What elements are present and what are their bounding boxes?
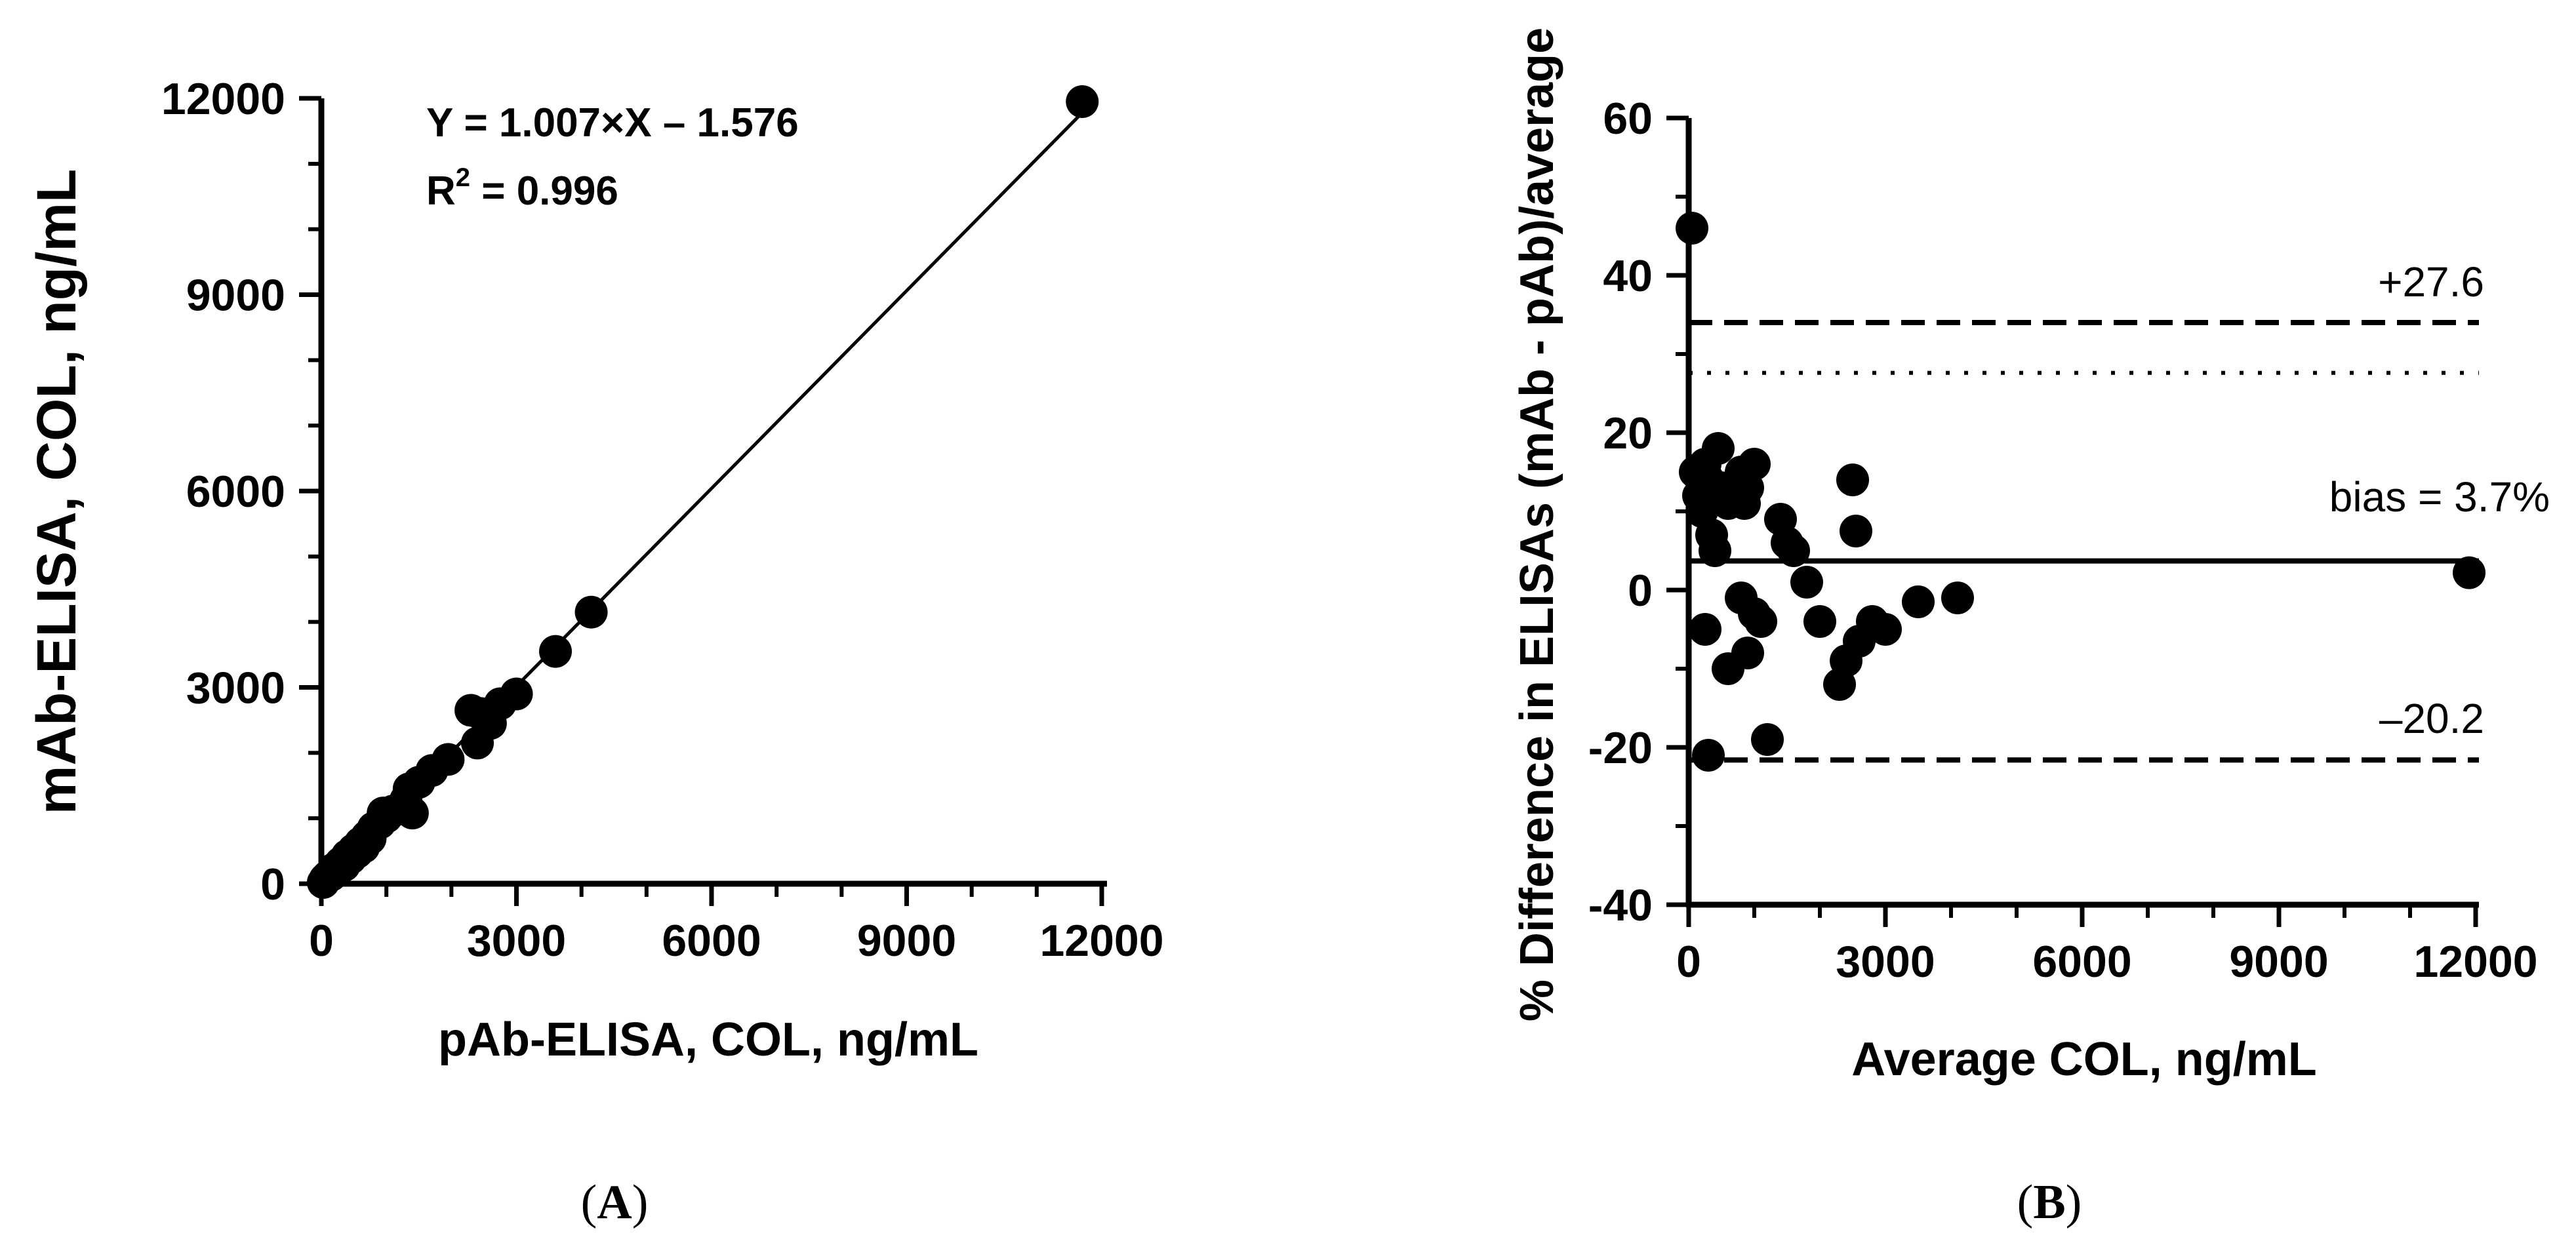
panel-b-data-point bbox=[1790, 566, 1823, 599]
panel-a-ticks bbox=[299, 96, 1104, 906]
panel-a-tick-labels: 0 3000 6000 9000 12000 0 3000 6000 9000 12000 bbox=[161, 74, 1164, 966]
panel-a-r-squared: R2 = 0.996 bbox=[426, 163, 618, 214]
panel-b-reference-lines bbox=[1689, 320, 2479, 763]
panel-b-y-tick-label: 60 bbox=[1603, 94, 1653, 144]
panel-a-x-tick-label: 9000 bbox=[857, 916, 956, 966]
panel-a-x-tick-label: 3000 bbox=[467, 916, 566, 966]
panel-b-x-tick-label: 0 bbox=[1676, 937, 1701, 987]
panel-b-lower-limit-label: –20.2 bbox=[2379, 695, 2484, 742]
panel-a-y-axis-label: mAb-ELISA, COL, ng/mL bbox=[26, 169, 87, 815]
panel-a-y-tick-label: 12000 bbox=[161, 74, 285, 124]
panel-b-data-point bbox=[1699, 534, 1731, 567]
panel-b-upper-limit-label: +27.6 bbox=[2378, 258, 2484, 306]
panel-b-bias-label: bias = 3.7% bbox=[2329, 473, 2550, 521]
panel-a-y-tick-label: 6000 bbox=[186, 467, 285, 517]
panel-b-y-tick-label: 0 bbox=[1628, 566, 1653, 616]
panel-b-x-tick-label: 3000 bbox=[1836, 937, 1935, 987]
panel-b-x-axis-label: Average COL, ng/mL bbox=[1851, 1033, 2316, 1086]
panel-a-x-axis-label: pAb-ELISA, COL, ng/mL bbox=[438, 1014, 978, 1066]
panel-a-data-point bbox=[500, 677, 533, 711]
panel-a-label: (A) bbox=[581, 1175, 649, 1229]
panel-a-data-point bbox=[395, 797, 429, 830]
panel-b-data-point bbox=[1941, 582, 1974, 614]
panel-b-data-point bbox=[2453, 556, 2485, 589]
panel-b-y-tick-label: 20 bbox=[1603, 408, 1653, 458]
panel-b-data-point bbox=[1731, 637, 1764, 669]
panel-b-data-point bbox=[1738, 448, 1771, 481]
panel-b-data-point bbox=[1702, 432, 1735, 465]
panel-b-label: (B) bbox=[2017, 1175, 2082, 1229]
panel-b-data-point bbox=[1836, 464, 1869, 496]
panel-b-data-point bbox=[1840, 515, 1872, 547]
panel-b-data-point bbox=[1777, 534, 1810, 567]
panel-a-x-tick-label: 6000 bbox=[662, 916, 761, 966]
panel-a-y-tick-label: 0 bbox=[260, 859, 285, 909]
panel-b-data-point bbox=[1902, 585, 1935, 618]
panel-a-equation: Y = 1.007×X – 1.576 bbox=[426, 100, 799, 146]
panel-b-data-point bbox=[1676, 212, 1708, 245]
panel-b-data-point bbox=[1803, 605, 1836, 638]
panel-a-data-point bbox=[539, 635, 572, 668]
panel-b-y-tick-label: -20 bbox=[1588, 723, 1653, 773]
panel-b-data-point bbox=[1744, 605, 1777, 638]
panel-a-y-tick-label: 9000 bbox=[186, 271, 285, 321]
panel-b-tick-labels: 0 3000 6000 9000 12000 -40 -20 0 20 40 60 bbox=[1588, 94, 2538, 987]
panel-a-chart: 0 3000 6000 9000 12000 0 3000 6000 9000 12000 Y =… bbox=[26, 74, 1164, 1229]
panel-b-data-point bbox=[1751, 723, 1784, 756]
panel-a-points bbox=[306, 85, 1099, 899]
panel-b-data-point bbox=[1689, 613, 1721, 646]
panel-b-ticks bbox=[1666, 115, 2478, 927]
panel-b-chart: 0 3000 6000 9000 12000 -40 -20 0 20 40 60 +27.6 bi… bbox=[1511, 28, 2550, 1229]
panel-b-x-tick-label: 9000 bbox=[2229, 937, 2328, 987]
panel-b-data-point bbox=[1869, 613, 1902, 646]
panel-a-y-tick-label: 3000 bbox=[186, 663, 285, 713]
panel-b-y-tick-label: 40 bbox=[1603, 251, 1653, 301]
panel-a-data-point bbox=[574, 595, 608, 629]
panel-b-y-axis-label: % Difference in ELISAs (mAb - pAb)/avera… bbox=[1511, 28, 1563, 1021]
panel-b-points bbox=[1676, 212, 2485, 772]
panel-a-data-point bbox=[1066, 85, 1099, 118]
panel-b-y-tick-label: -40 bbox=[1588, 880, 1653, 930]
panel-b-x-tick-label: 12000 bbox=[2413, 937, 2537, 987]
panel-a-x-tick-label: 0 bbox=[309, 916, 334, 966]
panel-b-x-tick-label: 6000 bbox=[2032, 937, 2131, 987]
panel-b-data-point bbox=[1692, 739, 1725, 772]
panel-a-x-tick-label: 12000 bbox=[1039, 916, 1163, 966]
panel-a-data-point bbox=[432, 743, 465, 776]
